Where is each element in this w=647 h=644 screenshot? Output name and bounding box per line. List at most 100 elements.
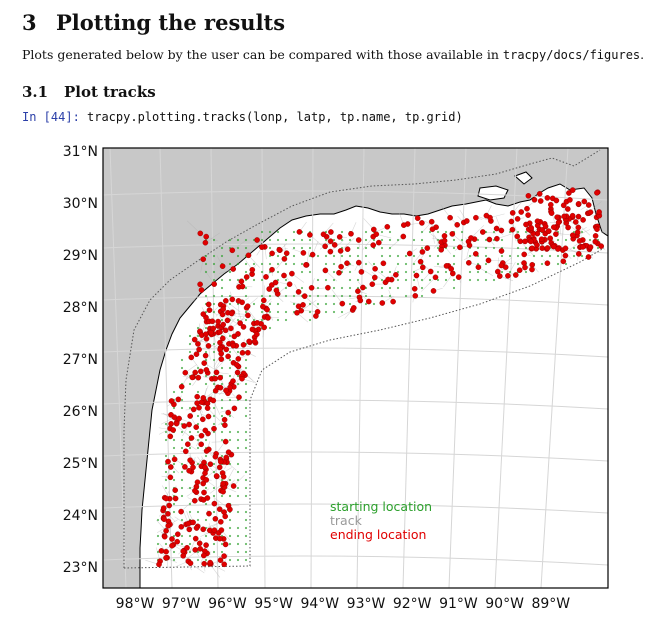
start-marker — [228, 438, 232, 442]
subsection-title: Plot tracks — [64, 83, 156, 101]
start-marker — [380, 278, 384, 282]
start-marker — [164, 486, 168, 490]
end-marker — [587, 244, 594, 250]
track-line — [575, 221, 591, 236]
start-marker — [444, 230, 448, 234]
end-marker — [200, 552, 207, 559]
start-marker — [540, 254, 544, 258]
track-line — [388, 236, 404, 250]
start-marker — [212, 430, 216, 434]
start-marker — [228, 294, 232, 298]
start-marker — [404, 262, 408, 266]
end-marker — [185, 520, 191, 527]
start-marker — [188, 502, 192, 506]
start-marker — [172, 406, 176, 410]
end-marker — [178, 383, 185, 390]
end-marker — [163, 495, 169, 502]
y-tick-label: 27°N — [63, 352, 98, 368]
start-marker — [164, 478, 168, 482]
start-marker — [204, 294, 208, 298]
end-marker — [413, 272, 420, 279]
end-marker — [243, 274, 250, 280]
end-marker — [438, 246, 445, 253]
end-marker — [236, 394, 242, 401]
start-marker — [380, 286, 384, 290]
start-marker — [196, 510, 200, 514]
end-marker — [239, 283, 246, 290]
start-marker — [180, 486, 184, 490]
start-marker — [196, 558, 200, 562]
end-marker — [182, 369, 189, 376]
end-marker — [212, 516, 219, 522]
start-marker — [308, 246, 312, 250]
start-marker — [300, 246, 304, 250]
end-marker — [237, 320, 243, 326]
start-marker — [172, 550, 176, 554]
start-marker — [244, 558, 248, 562]
end-marker — [428, 218, 435, 225]
start-marker — [388, 246, 392, 250]
start-marker — [492, 246, 496, 250]
start-marker — [236, 246, 240, 250]
end-marker — [223, 387, 229, 394]
start-marker — [500, 270, 504, 274]
end-marker — [200, 256, 206, 263]
end-marker — [594, 189, 600, 196]
start-marker — [188, 350, 192, 354]
start-marker — [268, 238, 272, 242]
end-marker — [216, 506, 223, 513]
start-marker — [244, 390, 248, 394]
start-marker — [228, 374, 232, 378]
start-marker — [236, 526, 240, 530]
end-marker — [217, 384, 224, 391]
end-marker — [230, 483, 237, 489]
start-marker — [436, 262, 440, 266]
end-marker — [178, 508, 184, 515]
start-marker — [204, 454, 208, 458]
start-marker — [500, 254, 504, 258]
end-marker — [218, 350, 224, 357]
start-marker — [340, 310, 344, 314]
code-cell[interactable]: tracpy.plotting.tracks(lonp, latp, tp.na… — [87, 110, 463, 124]
end-marker — [230, 342, 236, 349]
start-marker — [556, 262, 560, 266]
start-marker — [212, 302, 216, 306]
y-tick-label: 30°N — [63, 196, 98, 212]
start-marker — [172, 534, 176, 538]
start-marker — [404, 294, 408, 298]
end-marker — [592, 233, 599, 239]
end-marker — [454, 221, 461, 228]
start-marker — [276, 262, 280, 266]
start-marker — [212, 238, 216, 242]
end-marker — [569, 212, 576, 219]
end-marker — [189, 374, 196, 381]
start-marker — [564, 238, 568, 242]
end-marker — [269, 250, 275, 257]
end-marker — [516, 267, 523, 274]
start-marker — [180, 406, 184, 410]
start-marker — [244, 518, 248, 522]
start-marker — [308, 270, 312, 274]
intro-path: tracpy/docs/figures — [502, 48, 641, 62]
land — [103, 148, 608, 588]
start-marker — [228, 494, 232, 498]
start-marker — [204, 326, 208, 330]
x-tick-label: 97°W — [162, 596, 201, 612]
start-marker — [236, 550, 240, 554]
legend-track: track — [330, 513, 363, 528]
end-marker — [216, 535, 223, 542]
domain-boundary — [123, 247, 605, 569]
y-tick-labels: 31°N 30°N 29°N 28°N 27°N 26°N 25°N 24°N 23°N — [63, 144, 98, 576]
start-marker — [172, 558, 176, 562]
start-marker — [356, 246, 360, 250]
start-marker — [220, 366, 224, 370]
end-marker — [217, 329, 223, 335]
end-marker — [213, 369, 220, 376]
legend: starting location track ending location — [330, 499, 432, 542]
start-marker — [580, 254, 584, 258]
end-marker — [370, 226, 377, 233]
end-marker — [309, 251, 316, 258]
end-marker — [294, 309, 300, 316]
end-marker — [575, 224, 582, 231]
start-marker — [244, 398, 248, 402]
